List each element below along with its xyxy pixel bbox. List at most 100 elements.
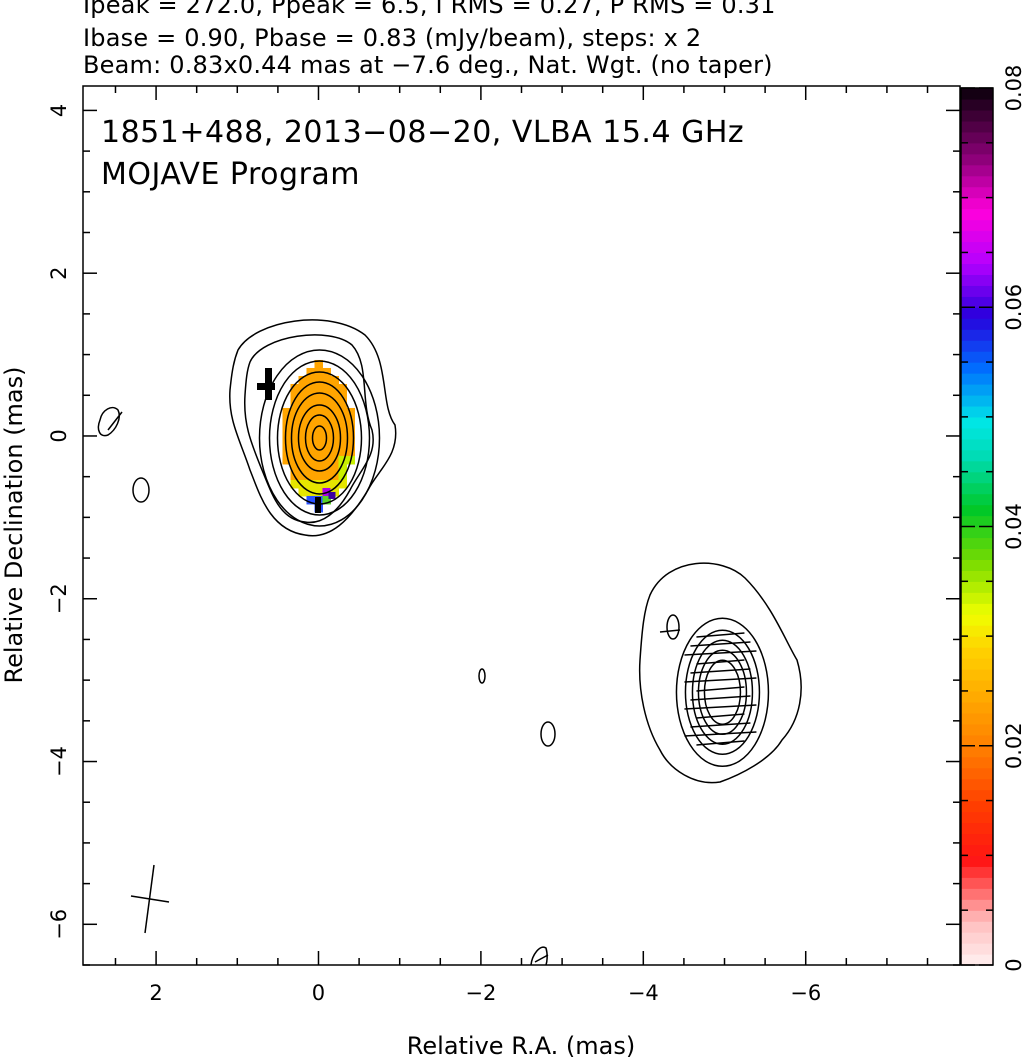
colorbar-band	[961, 910, 993, 922]
colorbar-band	[961, 241, 993, 254]
colorbar-band	[961, 449, 993, 462]
pol-pixel	[314, 391, 323, 401]
pol-pixel	[306, 479, 315, 489]
pol-pixel	[328, 491, 336, 499]
colorbar-band	[961, 109, 993, 122]
pol-pixel	[284, 415, 294, 426]
colorbar-band	[961, 351, 993, 363]
pol-pixel	[338, 455, 347, 465]
pol-pixel	[298, 423, 307, 433]
pol-pixel	[282, 455, 291, 465]
colorbar-band	[961, 822, 993, 835]
pol-pixel	[314, 439, 323, 449]
intensity-contours	[97, 319, 802, 966]
jet-contour	[675, 617, 770, 768]
colorbar-band	[961, 318, 993, 330]
pol-pixel	[290, 391, 299, 401]
pol-pixel	[338, 463, 347, 473]
x-tick-label: −4	[628, 981, 659, 1005]
pol-pixel	[298, 487, 307, 497]
small-contour	[97, 406, 120, 437]
pol-pixel	[306, 455, 315, 465]
pol-pixel	[338, 431, 347, 441]
colorbar-tick-labels: 0 0.02 0.04 0.06 0.08	[1002, 65, 1022, 972]
colorbar-band	[961, 690, 993, 703]
pol-pixel	[306, 471, 315, 481]
pol-pixel	[322, 391, 331, 401]
pol-pixel	[346, 431, 355, 441]
evpa-jet-tick	[690, 641, 751, 647]
small-contour	[132, 477, 150, 503]
evpa-jet-tick	[684, 650, 757, 656]
y-axis-label: Relative Declination (mas)	[0, 366, 28, 683]
colorbar-band	[961, 745, 993, 758]
colorbar-band	[961, 120, 993, 133]
colorbar-band	[961, 537, 993, 550]
pol-pixel	[282, 439, 291, 449]
pol-pixel	[290, 383, 299, 393]
colorbar-band	[961, 899, 993, 911]
colorbar-band	[961, 570, 993, 582]
evpa-core-tick	[257, 383, 275, 390]
small-contour	[666, 614, 680, 640]
pol-pixel	[322, 383, 331, 393]
core-contour-2	[243, 334, 374, 524]
y-tick-label: −6	[47, 909, 71, 940]
pol-pixel	[314, 359, 323, 369]
colorbar-band	[961, 88, 993, 100]
colorbar-band	[961, 263, 993, 275]
colorbar-ticks	[961, 87, 993, 966]
colorbar-band	[961, 504, 993, 517]
pol-pixel	[306, 423, 315, 433]
pol-pixel	[314, 407, 323, 417]
colorbar-band	[961, 142, 993, 155]
pol-pixel	[322, 495, 331, 505]
pol-pixel	[330, 447, 339, 457]
colorbar-band	[961, 515, 993, 528]
colorbar-band	[961, 559, 993, 571]
pol-pixel	[314, 399, 323, 409]
evpa-jet-tick	[684, 677, 757, 683]
colorbar-band	[961, 679, 993, 692]
colorbar-band	[961, 800, 993, 813]
colorbar-tick-label: 0.06	[1002, 284, 1022, 331]
pol-pixel	[298, 415, 307, 425]
colorbar-band	[961, 285, 993, 297]
colorbar-band	[961, 208, 993, 221]
evpa-jet-tick	[696, 740, 745, 746]
evpa-jet-tick	[690, 722, 751, 728]
pol-pixel	[298, 479, 307, 489]
evpa-jet-tick	[690, 695, 751, 701]
colorbar-band	[961, 383, 993, 396]
colorbar-band	[961, 932, 993, 944]
pol-pixel	[298, 399, 307, 409]
pol-pixel	[338, 383, 347, 393]
pol-pixel	[298, 375, 307, 385]
pol-pixel	[306, 367, 315, 377]
colorbar-band	[961, 548, 993, 560]
colorbar-band	[961, 712, 993, 725]
pol-pixel	[306, 431, 315, 441]
pol-pixel	[306, 407, 315, 417]
colorbar-band	[961, 625, 993, 637]
header-line-3: Beam: 0.83x0.44 mas at −7.6 deg., Nat. W…	[83, 51, 773, 79]
header-line-2: Ibase = 0.90, Pbase = 0.83 (mJy/beam), s…	[83, 24, 702, 52]
x-axis-label: Relative R.A. (mas)	[407, 1032, 635, 1060]
colorbar-band	[961, 482, 993, 495]
pol-pixel	[306, 439, 315, 449]
pol-pixel	[298, 471, 307, 481]
evpa-tick	[534, 954, 549, 963]
colorbar-band	[961, 789, 993, 802]
x-tick-label: 2	[149, 981, 162, 1005]
header-line-1: Ipeak = 272.0, Ppeak = 6.5, I RMS = 0.27…	[83, 0, 776, 19]
colorbar-band	[961, 658, 993, 670]
evpa-tick	[107, 411, 123, 431]
colorbar-band	[961, 197, 993, 210]
pol-pixel	[346, 447, 355, 457]
colorbar-band	[961, 373, 993, 385]
pol-pixel	[298, 431, 307, 441]
colorbar-band	[961, 274, 993, 286]
colorbar-band	[961, 307, 993, 319]
pol-pixel	[322, 399, 331, 409]
pol-pixel	[338, 439, 347, 449]
